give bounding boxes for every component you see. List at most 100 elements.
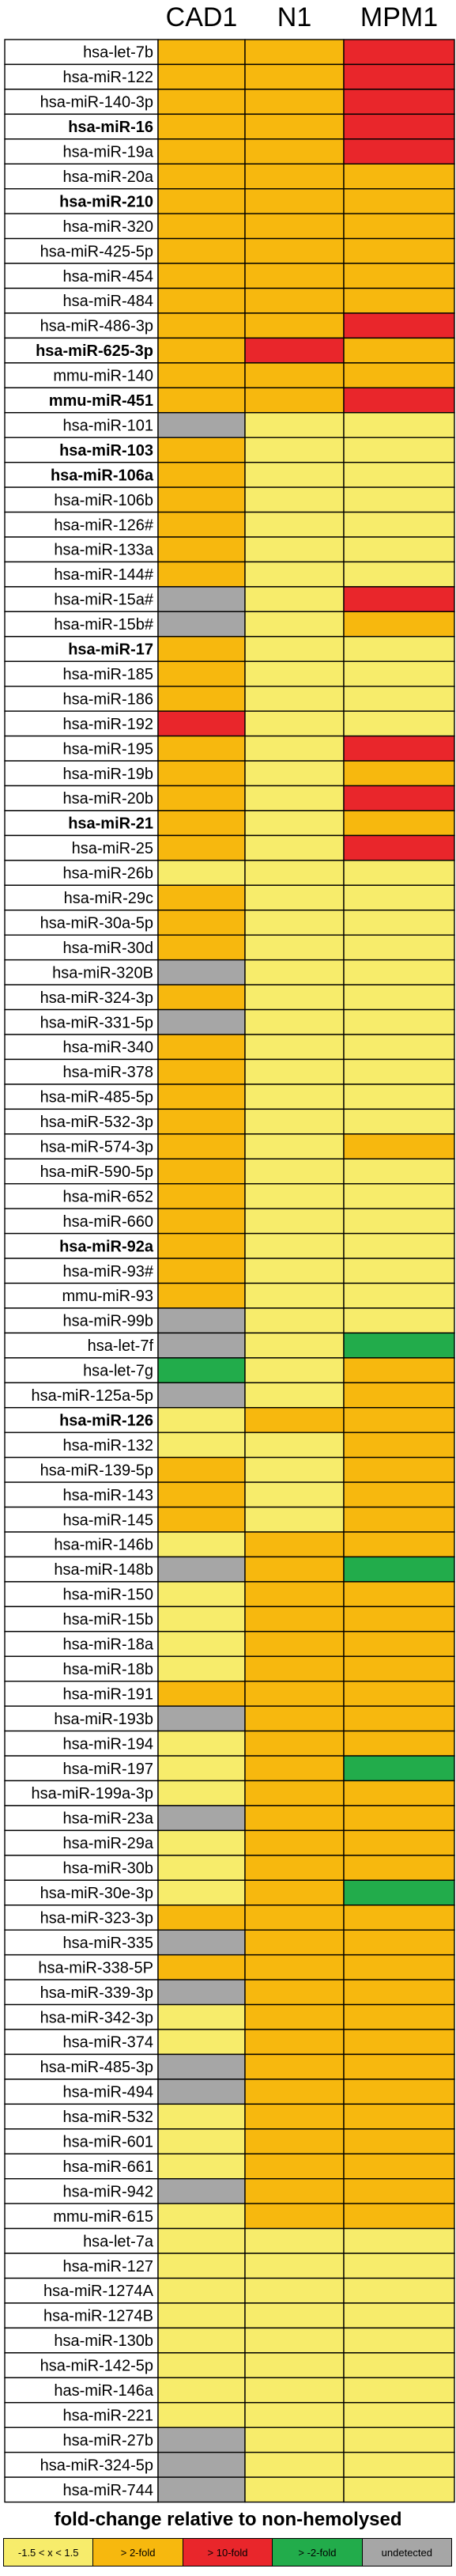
row-label-box bbox=[4, 710, 159, 737]
heatmap-cell-n1 bbox=[244, 2302, 345, 2329]
row-label: hsa-miR-494 bbox=[63, 2084, 153, 2101]
heatmap-cell-mpm1 bbox=[343, 1034, 455, 1061]
heatmap-cell-mpm1 bbox=[343, 1432, 455, 1458]
row-label: hsa-miR-92a bbox=[59, 1238, 154, 1255]
row-label: hsa-miR-29a bbox=[63, 1835, 154, 1852]
heatmap-cell-n1 bbox=[244, 237, 345, 264]
row-label: hsa-miR-125a-5p bbox=[31, 1387, 153, 1405]
heatmap-cell-mpm1 bbox=[343, 2327, 455, 2354]
heatmap-cell-cad1 bbox=[157, 860, 246, 886]
row-label: hsa-miR-133a bbox=[54, 542, 153, 559]
row-label: hsa-miR-374 bbox=[63, 2034, 153, 2052]
heatmap-cell-mpm1 bbox=[343, 1581, 455, 1608]
heatmap-cell-n1 bbox=[244, 387, 345, 414]
heatmap-cell-n1 bbox=[244, 1979, 345, 2006]
row-label: hsa-miR-378 bbox=[63, 1064, 153, 1081]
heatmap-cell-cad1 bbox=[157, 2277, 246, 2304]
heatmap-cell-cad1 bbox=[157, 1954, 246, 1980]
heatmap-cell-cad1 bbox=[157, 735, 246, 762]
row-label: hsa-miR-148b bbox=[54, 1561, 153, 1579]
heatmap-cell-mpm1 bbox=[343, 1382, 455, 1409]
heatmap-cell-mpm1 bbox=[343, 2277, 455, 2304]
heatmap-cell-mpm1 bbox=[343, 1407, 455, 1433]
row-label: hsa-miR-485-5p bbox=[40, 1089, 153, 1106]
heatmap-cell-cad1 bbox=[157, 1631, 246, 1657]
heatmap-cell-mpm1 bbox=[343, 611, 455, 637]
row-label: hsa-miR-30a-5p bbox=[40, 914, 153, 932]
heatmap-cell-cad1 bbox=[157, 2053, 246, 2080]
heatmap-cell-n1 bbox=[244, 1879, 345, 1906]
heatmap-cell-n1 bbox=[244, 2053, 345, 2080]
heatmap-cell-cad1 bbox=[157, 1208, 246, 1235]
row-label-box bbox=[4, 561, 159, 588]
heatmap-cell-mpm1 bbox=[343, 1755, 455, 1782]
row-label: hsa-miR-199a-3p bbox=[31, 1785, 153, 1802]
heatmap-cell-mpm1 bbox=[343, 89, 455, 115]
row-label: hsa-miR-454 bbox=[63, 268, 153, 286]
heatmap-cell-mpm1 bbox=[343, 884, 455, 911]
row-label: hsa-miR-485-3p bbox=[40, 2059, 153, 2076]
row-label: hsa-miR-197 bbox=[63, 1761, 153, 1778]
heatmap-cell-n1 bbox=[244, 138, 345, 165]
row-label-box bbox=[4, 1282, 159, 1309]
heatmap-cell-n1 bbox=[244, 1680, 345, 1707]
row-label-box bbox=[4, 1182, 159, 1209]
row-label: hsa-miR-339-3p bbox=[40, 1984, 153, 2002]
row-label: hsa-miR-19a bbox=[63, 144, 154, 161]
heatmap-cell-n1 bbox=[244, 412, 345, 438]
row-label: hsa-miR-532-3p bbox=[40, 1114, 153, 1131]
row-label-box bbox=[4, 2302, 159, 2329]
heatmap-cell-cad1 bbox=[157, 1058, 246, 1085]
row-label-box bbox=[4, 187, 159, 214]
heatmap-cell-mpm1 bbox=[343, 1780, 455, 1806]
heatmap-cell-mpm1 bbox=[343, 860, 455, 886]
row-label: hsa-miR-486-3p bbox=[40, 318, 153, 335]
row-label-box bbox=[4, 1581, 159, 1608]
row-label: hsa-miR-323-3p bbox=[40, 1909, 153, 1927]
row-label-box bbox=[4, 2476, 159, 2503]
row-label: hsa-miR-25 bbox=[72, 840, 153, 857]
heatmap-cell-cad1 bbox=[157, 412, 246, 438]
heatmap-cell-cad1 bbox=[157, 2177, 246, 2204]
heatmap-cell-mpm1 bbox=[343, 2302, 455, 2329]
row-label: hsa-miR-127 bbox=[63, 2258, 153, 2275]
heatmap-cell-mpm1 bbox=[343, 1357, 455, 1383]
heatmap-cell-cad1 bbox=[157, 1705, 246, 1732]
heatmap-cell-n1 bbox=[244, 2153, 345, 2180]
heatmap-cell-cad1 bbox=[157, 2402, 246, 2428]
heatmap-cell-n1 bbox=[244, 486, 345, 513]
row-label-box bbox=[4, 1133, 159, 1159]
heatmap-cell-mpm1 bbox=[343, 2451, 455, 2478]
row-label: hsa-miR-221 bbox=[63, 2407, 153, 2424]
heatmap-cell-cad1 bbox=[157, 2377, 246, 2404]
heatmap-cell-cad1 bbox=[157, 1382, 246, 1409]
heatmap-cell-cad1 bbox=[157, 834, 246, 861]
row-label: hsa-miR-106b bbox=[54, 492, 153, 509]
heatmap-cell-cad1 bbox=[157, 1258, 246, 1284]
heatmap-cell-cad1 bbox=[157, 113, 246, 140]
legend-item-undetected: undetected bbox=[362, 2539, 452, 2566]
heatmap-cell-n1 bbox=[244, 660, 345, 687]
row-label: hsa-miR-574-3p bbox=[40, 1139, 153, 1156]
heatmap-cell-mpm1 bbox=[343, 1208, 455, 1235]
heatmap-cell-mpm1 bbox=[343, 113, 455, 140]
heatmap-cell-mpm1 bbox=[343, 586, 455, 613]
heatmap-cell-cad1 bbox=[157, 1805, 246, 1832]
heatmap-cell-mpm1 bbox=[343, 1456, 455, 1483]
heatmap-cell-n1 bbox=[244, 1780, 345, 1806]
heatmap-cell-cad1 bbox=[157, 2327, 246, 2354]
heatmap-cell-n1 bbox=[244, 287, 345, 314]
heatmap-cell-cad1 bbox=[157, 760, 246, 787]
row-label: hsa-miR-30b bbox=[63, 1860, 153, 1878]
row-label: hsa-miR-942 bbox=[63, 2183, 153, 2200]
heatmap-cell-mpm1 bbox=[343, 2079, 455, 2105]
row-label-box bbox=[4, 237, 159, 264]
heatmap-cell-n1 bbox=[244, 1805, 345, 1832]
heatmap-cell-n1 bbox=[244, 1407, 345, 1433]
heatmap-cell-n1 bbox=[244, 437, 345, 463]
heatmap-cell-n1 bbox=[244, 1829, 345, 1856]
heatmap-cell-n1 bbox=[244, 1182, 345, 1209]
heatmap-cell-mpm1 bbox=[343, 1829, 455, 1856]
heatmap-cell-cad1 bbox=[157, 2029, 246, 2056]
